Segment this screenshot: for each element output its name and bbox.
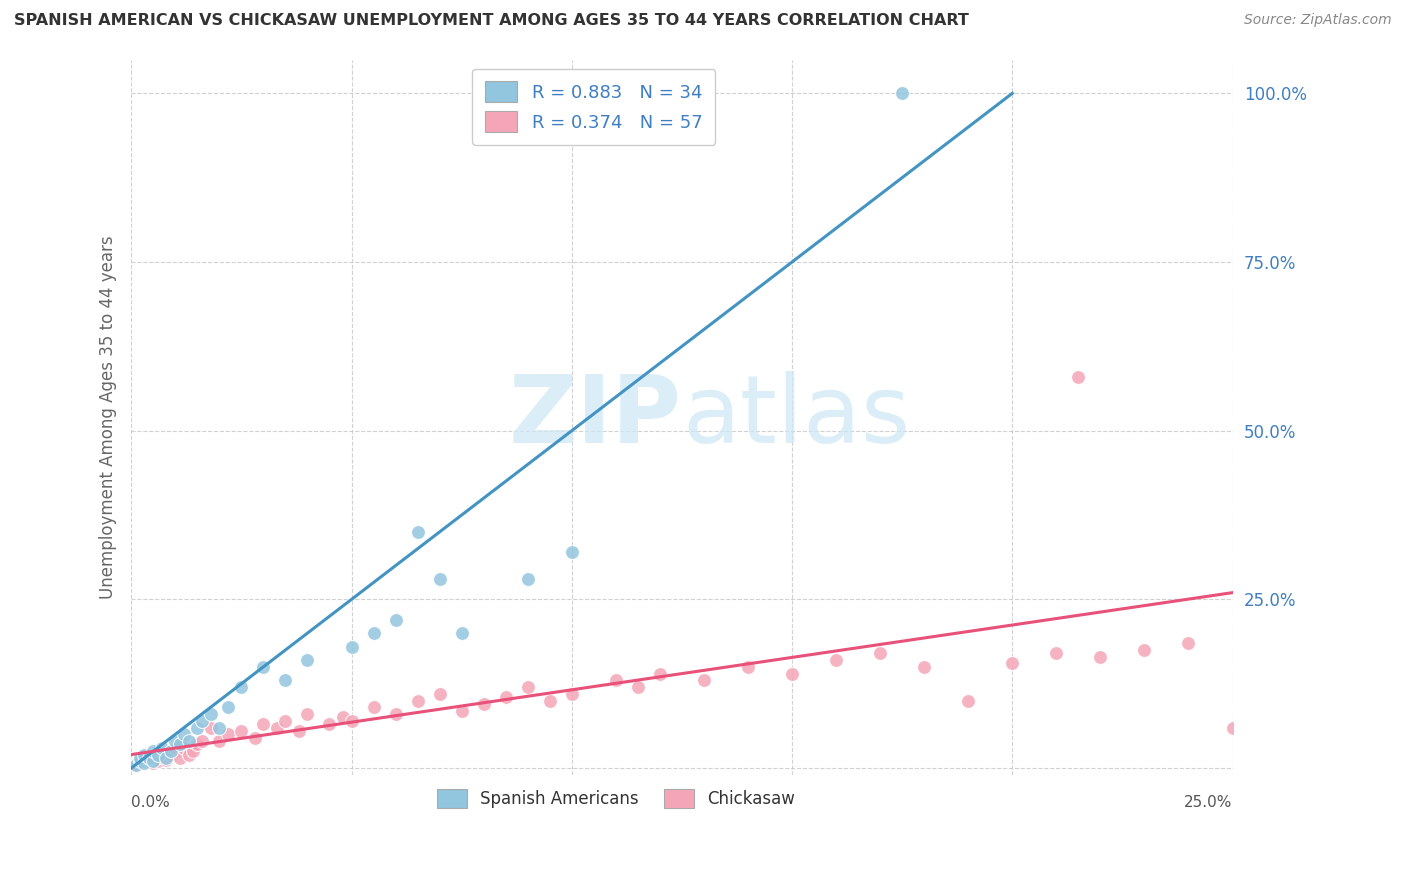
Point [406, 524, 429, 539]
Point [274, 673, 297, 688]
Point [561, 545, 583, 559]
Point [231, 723, 253, 738]
Point [1177, 636, 1199, 650]
Y-axis label: Unemployment Among Ages 35 to 44 years: Unemployment Among Ages 35 to 44 years [100, 235, 117, 599]
Point [406, 693, 429, 707]
Point [217, 700, 239, 714]
Point [177, 747, 200, 762]
Point [200, 721, 222, 735]
Point [384, 613, 406, 627]
Point [138, 753, 160, 767]
Point [516, 572, 538, 586]
Legend: Spanish Americans, Chickasaw: Spanish Americans, Chickasaw [429, 780, 803, 816]
Point [450, 626, 472, 640]
Point [297, 707, 319, 722]
Point [190, 734, 212, 748]
Point [287, 723, 309, 738]
Point [429, 572, 451, 586]
Point [173, 727, 195, 741]
Point [155, 751, 177, 765]
Point [208, 734, 231, 748]
Point [332, 710, 354, 724]
Point [129, 754, 152, 768]
Point [869, 646, 891, 660]
Point [150, 740, 173, 755]
Point [340, 714, 363, 728]
Point [190, 714, 212, 728]
Point [1067, 369, 1090, 384]
Point [297, 653, 319, 667]
Point [252, 660, 274, 674]
Point [538, 693, 561, 707]
Point [340, 640, 363, 654]
Point [231, 680, 253, 694]
Point [142, 744, 165, 758]
Point [495, 690, 517, 705]
Point [825, 653, 848, 667]
Point [252, 717, 274, 731]
Point [146, 747, 169, 762]
Point [146, 754, 169, 768]
Text: Source: ZipAtlas.com: Source: ZipAtlas.com [1244, 13, 1392, 28]
Point [648, 666, 671, 681]
Text: ZIP: ZIP [509, 371, 682, 463]
Point [129, 751, 152, 765]
Point [891, 87, 914, 101]
Point [150, 748, 173, 763]
Text: 25.0%: 25.0% [1184, 795, 1233, 810]
Text: atlas: atlas [682, 371, 910, 463]
Point [274, 714, 297, 728]
Point [165, 734, 187, 748]
Point [169, 751, 191, 765]
Text: SPANISH AMERICAN VS CHICKASAW UNEMPLOYMENT AMONG AGES 35 TO 44 YEARS CORRELATION: SPANISH AMERICAN VS CHICKASAW UNEMPLOYME… [14, 13, 969, 29]
Point [1090, 649, 1112, 664]
Point [124, 757, 146, 772]
Text: 0.0%: 0.0% [131, 795, 170, 810]
Point [200, 707, 222, 722]
Point [1045, 646, 1067, 660]
Point [516, 680, 538, 694]
Point [129, 756, 152, 770]
Point [142, 754, 165, 768]
Point [160, 747, 183, 762]
Point [208, 721, 231, 735]
Point [177, 734, 200, 748]
Point [186, 721, 208, 735]
Point [363, 700, 385, 714]
Point [165, 744, 187, 758]
Point [957, 693, 980, 707]
Point [318, 717, 340, 731]
Point [780, 666, 803, 681]
Point [134, 754, 156, 768]
Point [173, 740, 195, 755]
Point [124, 757, 146, 772]
Point [450, 704, 472, 718]
Point [1222, 721, 1244, 735]
Point [243, 731, 266, 745]
Point [1133, 643, 1156, 657]
Point [472, 697, 495, 711]
Point [627, 680, 650, 694]
Point [1001, 657, 1024, 671]
Point [134, 756, 156, 770]
Point [429, 687, 451, 701]
Point [693, 673, 716, 688]
Point [155, 753, 177, 767]
Point [142, 756, 165, 770]
Point [605, 673, 627, 688]
Point [561, 687, 583, 701]
Point [217, 727, 239, 741]
Point [181, 744, 204, 758]
Point [737, 660, 759, 674]
Point [384, 707, 406, 722]
Point [134, 747, 156, 762]
Point [912, 660, 935, 674]
Point [169, 738, 191, 752]
Point [142, 751, 165, 765]
Point [138, 751, 160, 765]
Point [160, 744, 183, 758]
Point [266, 721, 288, 735]
Point [186, 738, 208, 752]
Point [363, 626, 385, 640]
